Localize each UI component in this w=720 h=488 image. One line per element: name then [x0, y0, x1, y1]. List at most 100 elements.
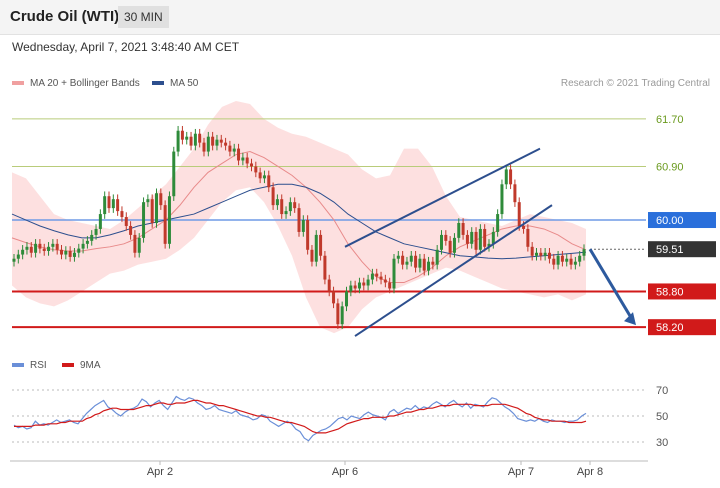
candle-body: [21, 249, 25, 255]
rsi-swatch: [12, 363, 24, 368]
candle-body: [526, 228, 530, 247]
rsi-9ma-line: [14, 399, 587, 434]
candle-body: [306, 220, 310, 250]
candle-body: [72, 252, 76, 257]
candle-body: [422, 258, 426, 271]
candle-body: [25, 246, 29, 250]
candle-body: [388, 282, 392, 289]
candle-body: [224, 142, 228, 146]
candle-body: [297, 208, 301, 232]
candle-body: [81, 243, 85, 249]
candle-body: [552, 258, 556, 265]
candle-body: [142, 202, 146, 238]
candle-body: [159, 193, 163, 206]
candle-body: [68, 250, 72, 257]
time-axis: Apr 2 Apr 6 Apr 7 Apr 8: [10, 460, 648, 478]
rsi-label: RSI: [30, 360, 47, 371]
level-label: 58.20: [656, 322, 684, 334]
candle-body: [137, 237, 141, 253]
level-label: 61.70: [656, 114, 684, 126]
candle-body: [211, 136, 215, 146]
candle-body: [522, 225, 526, 229]
candle-body: [440, 234, 443, 250]
level-tag: [648, 319, 716, 336]
candle-body: [241, 157, 245, 161]
candle-body: [47, 246, 51, 251]
candle-body: [198, 133, 202, 143]
candle-body: [500, 184, 504, 215]
candle-body: [578, 255, 582, 262]
candle-body: [483, 228, 487, 247]
candle-body: [129, 225, 133, 235]
candle-body: [332, 291, 336, 304]
candle-body: [448, 240, 452, 253]
candle-body: [77, 248, 81, 253]
x-tick-label: Apr 6: [332, 466, 358, 478]
candle-body: [565, 258, 569, 262]
candle-body: [362, 282, 366, 286]
level-label: 60.90: [656, 161, 684, 173]
candle-body: [124, 217, 128, 226]
candle-body: [150, 199, 154, 223]
candle-body: [392, 258, 396, 289]
candle-body: [336, 303, 340, 325]
ma20-line: [11, 151, 587, 284]
candle-body: [491, 231, 495, 244]
timestamp: Wednesday, April 7, 2021 3:48:40 AM CET: [12, 40, 240, 54]
candle-body: [219, 139, 223, 143]
candle-body: [427, 261, 431, 271]
candle-body: [120, 211, 124, 218]
timeframe-button[interactable]: 30 MIN: [118, 6, 169, 28]
candle-body: [435, 249, 439, 265]
candle-body: [418, 258, 422, 268]
copyright-note: Research © 2021 Trading Central: [560, 78, 710, 89]
candle-body: [258, 172, 262, 179]
price-panel: 61.70 60.90 60.00 59.51 58.80 58.20: [11, 100, 716, 337]
level-tag: [648, 283, 716, 300]
candle-body: [55, 243, 59, 250]
candle-body: [163, 205, 167, 244]
candle-body: [452, 237, 456, 253]
candle-body: [267, 175, 271, 188]
candle-body: [288, 202, 292, 212]
ma50-line: [11, 183, 587, 260]
candle-body: [340, 306, 344, 325]
candle-body: [405, 261, 409, 265]
ma50-label: MA 50: [170, 78, 199, 89]
rsi-line: [13, 395, 587, 442]
candle-body: [569, 258, 573, 265]
candle-body: [133, 234, 137, 253]
level-tag: [648, 212, 716, 229]
candle-body: [284, 211, 288, 215]
rsi-panel: 70 50 30: [12, 385, 668, 449]
candle-body: [167, 196, 171, 244]
candle-body: [189, 136, 193, 146]
candle-body: [310, 249, 314, 262]
candle-body: [64, 250, 68, 255]
level-label: 58.80: [656, 286, 684, 298]
x-tick-label: Apr 2: [147, 466, 173, 478]
candle-body: [465, 234, 469, 244]
candle-body: [254, 166, 258, 173]
candle-body: [461, 223, 465, 235]
candle-body: [357, 282, 361, 289]
candle-body: [107, 196, 111, 209]
candle-body: [262, 175, 266, 179]
candle-body: [146, 199, 150, 203]
rsi-tick-label: 50: [656, 411, 668, 423]
candle-body: [29, 246, 33, 253]
ma20-swatch: [12, 81, 24, 86]
candle-body: [478, 228, 482, 250]
forecast-arrow-shaft: [588, 248, 634, 320]
candle-body: [103, 196, 107, 215]
candle-body: [582, 249, 586, 256]
legend-rsi: RSI: [12, 360, 47, 371]
candle-body: [185, 136, 189, 140]
candle-body: [375, 273, 379, 277]
candle-body: [38, 243, 42, 249]
candle-body: [155, 193, 158, 223]
candle-body: [319, 234, 323, 256]
candle-body: [474, 231, 478, 250]
candle-body: [293, 202, 297, 209]
